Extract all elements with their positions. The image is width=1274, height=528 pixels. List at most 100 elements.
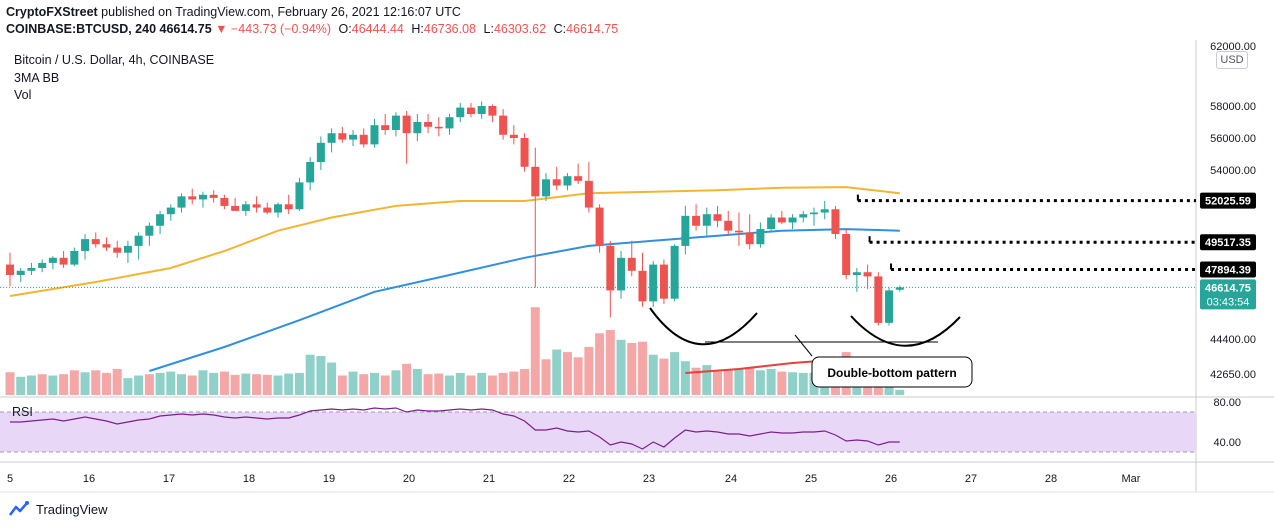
time-tick-label: 24 [725,473,737,485]
level-price-tag [1200,234,1256,251]
volume-bar [155,372,165,395]
indicator-3ma-bb[interactable]: 3MA BB [14,71,60,85]
volume-bar [69,370,79,395]
volume-bars [5,307,905,395]
candle-body [349,134,358,140]
volume-bar [187,375,197,395]
candle-body [788,217,797,223]
time-tick-label: 22 [563,473,575,485]
candle-body [542,179,550,197]
volume-bar [380,375,390,395]
candle-body [852,272,861,275]
candle-body [638,270,647,302]
last-price: 46614.75 [159,22,212,36]
candle-body [166,207,175,215]
candle-body [702,214,711,226]
volume-bar [59,374,69,395]
price-levels: 52025.59 49517.35 47894.39 46614.75 03:43:54 [0,192,1256,310]
volume-bar [80,372,90,395]
candle-body [520,138,529,167]
candle-body [295,182,304,210]
level-price-label: 49517.35 [1205,237,1251,249]
volume-bar [337,375,347,395]
volume-bar [412,369,422,395]
publish-line: CryptoFXStreet published on TradingView.… [6,5,461,19]
candle-body [767,217,776,230]
volume-bar [316,356,326,395]
candle-body [531,166,540,197]
level-price-tag [1200,192,1256,209]
volume-bar [680,361,690,395]
candle-body [445,117,454,129]
callout-pointer [794,334,813,357]
volume-bar [91,370,101,395]
volume-bar [595,333,605,395]
tradingview-logo-icon [9,501,29,516]
volume-bar [423,374,433,395]
volume-bar [348,371,358,395]
volume-bar [702,365,712,395]
volume-bar [134,375,144,395]
candle-body [306,162,315,183]
price-change: ▼ −443.73 (−0.94%) [215,22,332,36]
price-tick-label: 58000.00 [1210,101,1256,113]
candle-body [359,134,368,145]
close-label: C: [553,22,567,36]
volume-bar [487,375,497,395]
time-tick-label: 27 [965,473,977,485]
time-tick-label: 18 [243,473,255,485]
volume-bar [895,389,905,395]
volume-bar [369,372,379,395]
volume-bar [16,376,26,395]
volume-bar [691,367,701,395]
indicator-vol[interactable]: Vol [14,88,32,102]
volume-bar [745,367,755,395]
volume-bar [755,370,765,395]
time-tick-label: 17 [163,473,175,485]
volume-bar [466,375,476,395]
candle-body [713,214,722,221]
candle-body [209,194,218,198]
time-axis: 5 16 17 18 19 20 21 22 23 24 25 26 27 28 Mar [7,473,1141,485]
price-tick-label: 44400.00 [1210,334,1256,346]
bottom-arc-2 [850,315,961,347]
volume-bar [637,341,647,395]
indicator-rsi[interactable]: RSI [12,405,33,419]
volume-bar [434,373,444,395]
currency-button[interactable]: USD [1216,51,1248,69]
volume-bar [112,369,122,395]
volume-bar [648,354,658,395]
open-label: O: [338,22,352,36]
candle-body [424,122,433,127]
candle-body [842,234,851,275]
candle-body [777,217,786,223]
candle-body [252,204,261,208]
tradingview-logo[interactable]: TradingView [8,500,108,518]
volume-bar [605,330,615,395]
candle-body [16,270,25,275]
candle-body [820,209,829,213]
price-tick-label: 56000.00 [1210,133,1256,145]
candle-body [552,179,561,186]
candle-body [391,115,400,130]
volume-bar [273,375,283,395]
volume-bar [723,369,733,395]
candle-body [188,196,197,200]
rsi-line [10,407,900,450]
time-tick-label: 28 [1045,473,1057,485]
callout-box [811,356,973,388]
low-value: 46303.62 [493,22,547,36]
candle-body [263,207,272,213]
candle-body [102,244,111,248]
candle-body [606,245,615,291]
volume-bar [798,372,808,395]
time-tick-label: 20 [403,473,415,485]
volume-bar [262,374,272,395]
volume-bar [123,378,133,395]
double-bottom-drawing: Double-bottom pattern [649,307,973,388]
time-tick-label: 26 [885,473,897,485]
publisher-name[interactable]: CryptoFXStreet [6,5,98,19]
volume-bar [48,375,58,395]
symbol-line[interactable]: COINBASE:BTCUSD, 240 [6,22,157,36]
